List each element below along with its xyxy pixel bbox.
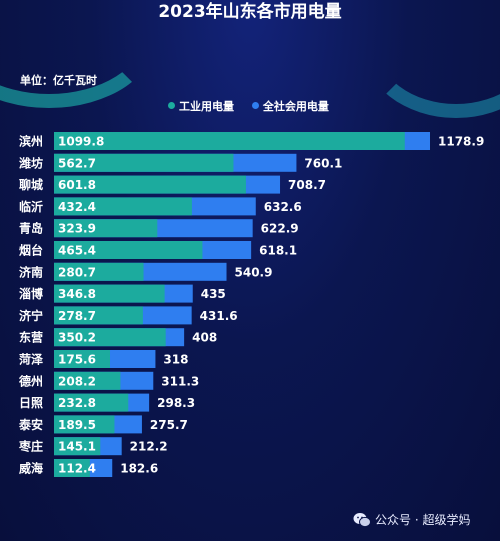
category-label: 泰安 [18, 417, 43, 432]
value-label-total: 540.9 [235, 265, 273, 279]
category-label: 菏泽 [19, 352, 43, 367]
bar-industrial [54, 393, 129, 412]
bar-industrial [54, 437, 101, 456]
category-label: 烟台 [19, 243, 43, 258]
value-label-industrial: 112.4 [58, 462, 96, 476]
category-label: 聊城 [19, 177, 43, 192]
value-label-total: 622.9 [261, 222, 299, 236]
value-label-total: 275.7 [150, 418, 188, 432]
legend-label-total: 全社会用电量 [262, 100, 329, 113]
value-label-total: 431.6 [200, 309, 238, 323]
value-label-total: 212.2 [130, 440, 168, 454]
value-label-total: 1178.9 [438, 135, 484, 149]
wechat-icon [353, 512, 371, 531]
category-label: 东营 [19, 330, 43, 345]
category-label: 枣庄 [18, 439, 43, 454]
bar-industrial [54, 350, 111, 368]
bar-industrial [54, 219, 158, 238]
value-label-industrial: 278.7 [58, 309, 96, 323]
value-label-industrial: 601.8 [58, 178, 96, 192]
legend-dot-total [251, 102, 259, 109]
value-label-total: 182.6 [120, 462, 158, 476]
value-label-industrial: 189.5 [58, 418, 96, 432]
chart-legend: 工业用电量 全社会用电量 [168, 98, 343, 114]
watermark: 公众号 · 超级学妈 [353, 511, 470, 531]
bar-industrial [54, 241, 203, 259]
bar-industrial [54, 371, 121, 390]
value-label-industrial: 208.2 [58, 374, 96, 388]
legend-label-industrial: 工业用电量 [179, 100, 234, 113]
category-label: 日照 [19, 395, 43, 410]
value-label-industrial: 465.4 [58, 244, 96, 258]
bar-industrial [54, 415, 115, 434]
category-label: 济宁 [19, 308, 43, 323]
bar-industrial [54, 459, 90, 477]
category-label: 威海 [19, 461, 43, 476]
bar-industrial [54, 306, 143, 325]
legend-dot-industrial [168, 102, 175, 109]
value-label-total: 760.1 [304, 156, 342, 170]
value-label-industrial: 432.4 [58, 200, 96, 214]
value-label-industrial: 562.7 [58, 156, 96, 170]
value-label-total: 435 [201, 287, 226, 301]
bar-industrial [54, 197, 192, 216]
category-label: 临沂 [19, 199, 43, 214]
value-label-total: 408 [192, 331, 217, 345]
value-label-industrial: 323.9 [58, 222, 96, 236]
category-label: 潍坊 [18, 155, 43, 170]
value-label-industrial: 346.8 [58, 287, 96, 301]
bar-industrial [54, 284, 165, 303]
value-label-industrial: 280.7 [58, 265, 96, 279]
category-label: 淄博 [19, 286, 43, 301]
category-label: 滨州 [19, 134, 43, 149]
value-label-total: 298.3 [157, 396, 195, 410]
unit-label: 单位：亿千瓦时 [20, 74, 97, 87]
value-label-total: 632.6 [264, 200, 302, 214]
category-label: 青岛 [19, 221, 43, 236]
chart-title: 2023年山东各市用电量 [158, 2, 342, 22]
value-label-total: 708.7 [288, 178, 326, 192]
bar-industrial [54, 153, 234, 172]
value-label-industrial: 175.6 [58, 353, 96, 367]
value-label-industrial: 1099.8 [58, 135, 104, 149]
bar-industrial [54, 328, 166, 347]
bar-industrial [54, 175, 246, 194]
value-label-total: 618.1 [259, 244, 297, 258]
value-label-total: 318 [163, 353, 188, 367]
value-label-industrial: 232.8 [58, 396, 96, 410]
category-label: 济南 [19, 264, 43, 279]
legend-item-industrial: 工业用电量 [168, 98, 234, 114]
category-label: 德州 [19, 373, 43, 388]
value-label-industrial: 350.2 [58, 331, 96, 345]
value-label-industrial: 145.1 [58, 440, 96, 454]
bar-industrial [54, 132, 405, 150]
bar-industrial [54, 262, 144, 281]
watermark-text: 公众号 · 超级学妈 [375, 513, 471, 527]
value-label-total: 311.3 [161, 374, 199, 388]
legend-item-total: 全社会用电量 [251, 98, 329, 114]
